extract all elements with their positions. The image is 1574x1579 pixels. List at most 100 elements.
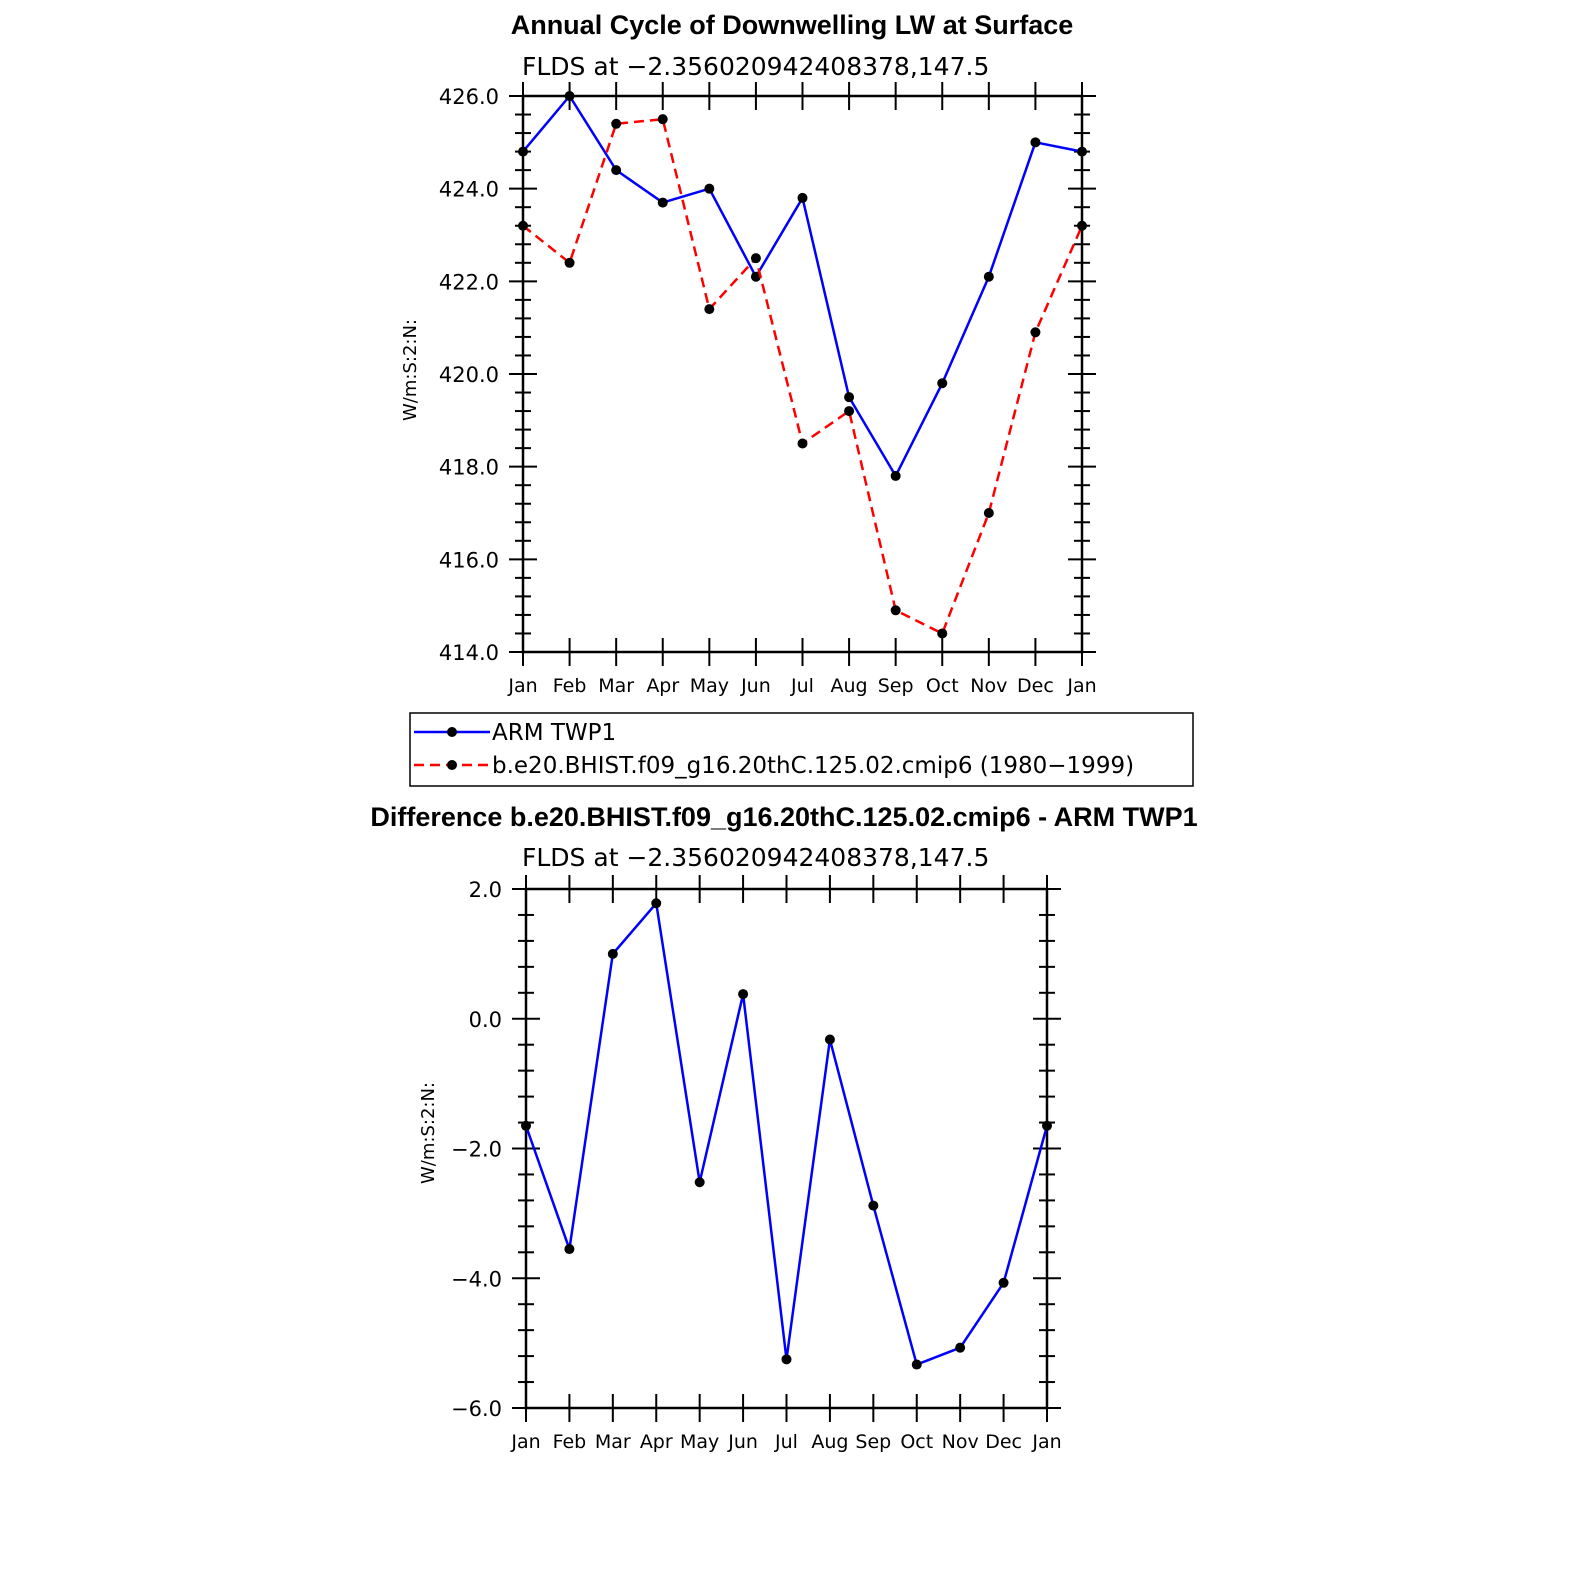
data-point bbox=[611, 165, 622, 176]
data-point bbox=[611, 118, 622, 129]
x-tick-label: Mar bbox=[595, 1431, 631, 1453]
data-point bbox=[911, 1359, 922, 1370]
plot-area: −6.0 −4.0 −2.0 0.0 2.0 Jan Feb Mar Apr May Jun Jul A… bbox=[451, 875, 1062, 1453]
data-point bbox=[890, 470, 901, 481]
y-axis-label: W/m:S:2:N: bbox=[400, 319, 421, 421]
y-tick-label: 0.0 bbox=[469, 1008, 502, 1032]
x-tick-label: Aug bbox=[831, 675, 868, 697]
legend: ARM TWP1 b.e20.BHIST.f09_g16.20thC.125.0… bbox=[409, 712, 1194, 787]
x-tick-label: Nov bbox=[942, 1431, 979, 1453]
y-tick-label: 422.0 bbox=[439, 270, 499, 294]
x-tick-label: Aug bbox=[811, 1431, 848, 1453]
chart-subtitle: FLDS at −2.356020942408378,147.5 bbox=[522, 52, 989, 81]
chart-title: Difference b.e20.BHIST.f09_g16.20thC.125… bbox=[370, 802, 1197, 832]
x-tick-label: Feb bbox=[553, 675, 587, 697]
plot-frame bbox=[524, 887, 1049, 1410]
chart-annual-cycle: Annual Cycle of Downwelling LW at Surfac… bbox=[400, 10, 1194, 787]
data-point bbox=[844, 392, 855, 403]
data-point bbox=[1077, 146, 1087, 157]
data-point bbox=[564, 91, 575, 101]
x-tick-label: Sep bbox=[855, 1431, 891, 1453]
y-tick-label: 424.0 bbox=[439, 178, 499, 202]
y-tick-label: −2.0 bbox=[451, 1138, 502, 1162]
data-point bbox=[868, 1200, 879, 1211]
legend-marker-arm bbox=[447, 727, 457, 737]
x-tick-label: Feb bbox=[553, 1431, 587, 1453]
data-point bbox=[937, 378, 948, 389]
legend-label-model: b.e20.BHIST.f09_g16.20thC.125.02.cmip6 (… bbox=[492, 753, 1134, 779]
x-tick-label: Jul bbox=[774, 1431, 798, 1453]
data-point bbox=[651, 898, 662, 909]
data-point bbox=[564, 257, 575, 268]
x-tick-label: Jan bbox=[1031, 1431, 1061, 1453]
y-axis-label: W/m:S:2:N: bbox=[418, 1082, 439, 1184]
data-point bbox=[564, 1244, 575, 1255]
data-point bbox=[890, 605, 901, 616]
x-tick-label: Jan bbox=[510, 1431, 540, 1453]
data-point bbox=[704, 183, 715, 194]
y-tick-label: 416.0 bbox=[439, 548, 499, 572]
data-point bbox=[998, 1277, 1009, 1288]
data-point bbox=[657, 114, 668, 125]
x-tick-label: Dec bbox=[985, 1431, 1022, 1453]
data-point bbox=[704, 304, 715, 315]
x-tick-label: Sep bbox=[878, 675, 914, 697]
y-tick-label: −4.0 bbox=[451, 1267, 502, 1291]
y-tick-label: 420.0 bbox=[439, 363, 499, 387]
data-point bbox=[844, 406, 855, 417]
data-point bbox=[1030, 137, 1041, 148]
y-tick-label: 426.0 bbox=[439, 85, 499, 109]
data-point bbox=[518, 146, 528, 157]
y-tick-label: 2.0 bbox=[469, 878, 502, 902]
plot-area: 414.0 416.0 418.0 420.0 422.0 424.0 426.0 Jan Fe… bbox=[439, 82, 1097, 697]
data-point bbox=[607, 948, 618, 959]
y-tick-label: −6.0 bbox=[451, 1397, 502, 1421]
legend-marker-model bbox=[447, 760, 457, 770]
data-point bbox=[738, 989, 749, 1000]
chart-difference: Difference b.e20.BHIST.f09_g16.20thC.125… bbox=[370, 802, 1197, 1453]
data-point bbox=[824, 1034, 835, 1045]
data-point bbox=[1030, 327, 1041, 338]
data-point bbox=[521, 1120, 531, 1131]
data-point bbox=[750, 253, 761, 264]
data-point bbox=[1042, 1120, 1052, 1131]
legend-box bbox=[409, 712, 1194, 787]
data-point bbox=[955, 1342, 966, 1353]
data-point bbox=[750, 271, 761, 282]
x-tick-label: Jun bbox=[740, 675, 771, 697]
series-line-0 bbox=[522, 94, 1083, 478]
x-tick-label: Jan bbox=[1066, 675, 1096, 697]
x-tick-label: Dec bbox=[1017, 675, 1054, 697]
legend-item-arm: ARM TWP1 bbox=[414, 720, 616, 746]
data-point bbox=[1077, 220, 1087, 231]
y-tick-label: 414.0 bbox=[439, 641, 499, 665]
plot-frame bbox=[521, 94, 1084, 654]
data-point bbox=[937, 628, 948, 639]
x-tick-label: Jun bbox=[727, 1431, 758, 1453]
x-tick-label: Jul bbox=[790, 675, 814, 697]
x-tick-label: Oct bbox=[900, 1431, 933, 1453]
legend-label-arm: ARM TWP1 bbox=[492, 720, 616, 746]
x-tick-label: Oct bbox=[926, 675, 959, 697]
data-point bbox=[694, 1177, 705, 1188]
x-tick-label: Apr bbox=[640, 1431, 673, 1453]
x-tick-label: May bbox=[690, 675, 729, 697]
legend-item-model: b.e20.BHIST.f09_g16.20thC.125.02.cmip6 (… bbox=[414, 753, 1134, 779]
data-point bbox=[518, 220, 528, 231]
data-point bbox=[657, 197, 668, 208]
x-tick-label: Apr bbox=[646, 675, 679, 697]
x-tick-label: May bbox=[680, 1431, 719, 1453]
data-point bbox=[797, 438, 808, 449]
series-line-0 bbox=[524, 902, 1049, 1366]
data-point bbox=[983, 271, 994, 282]
data-point bbox=[797, 192, 808, 203]
y-tick-label: 418.0 bbox=[439, 456, 499, 480]
data-point bbox=[983, 508, 994, 518]
x-tick-label: Jan bbox=[507, 675, 537, 697]
x-tick-label: Mar bbox=[598, 675, 634, 697]
data-point bbox=[781, 1354, 792, 1365]
chart-subtitle: FLDS at −2.356020942408378,147.5 bbox=[522, 843, 989, 872]
chart-title: Annual Cycle of Downwelling LW at Surfac… bbox=[511, 10, 1074, 40]
